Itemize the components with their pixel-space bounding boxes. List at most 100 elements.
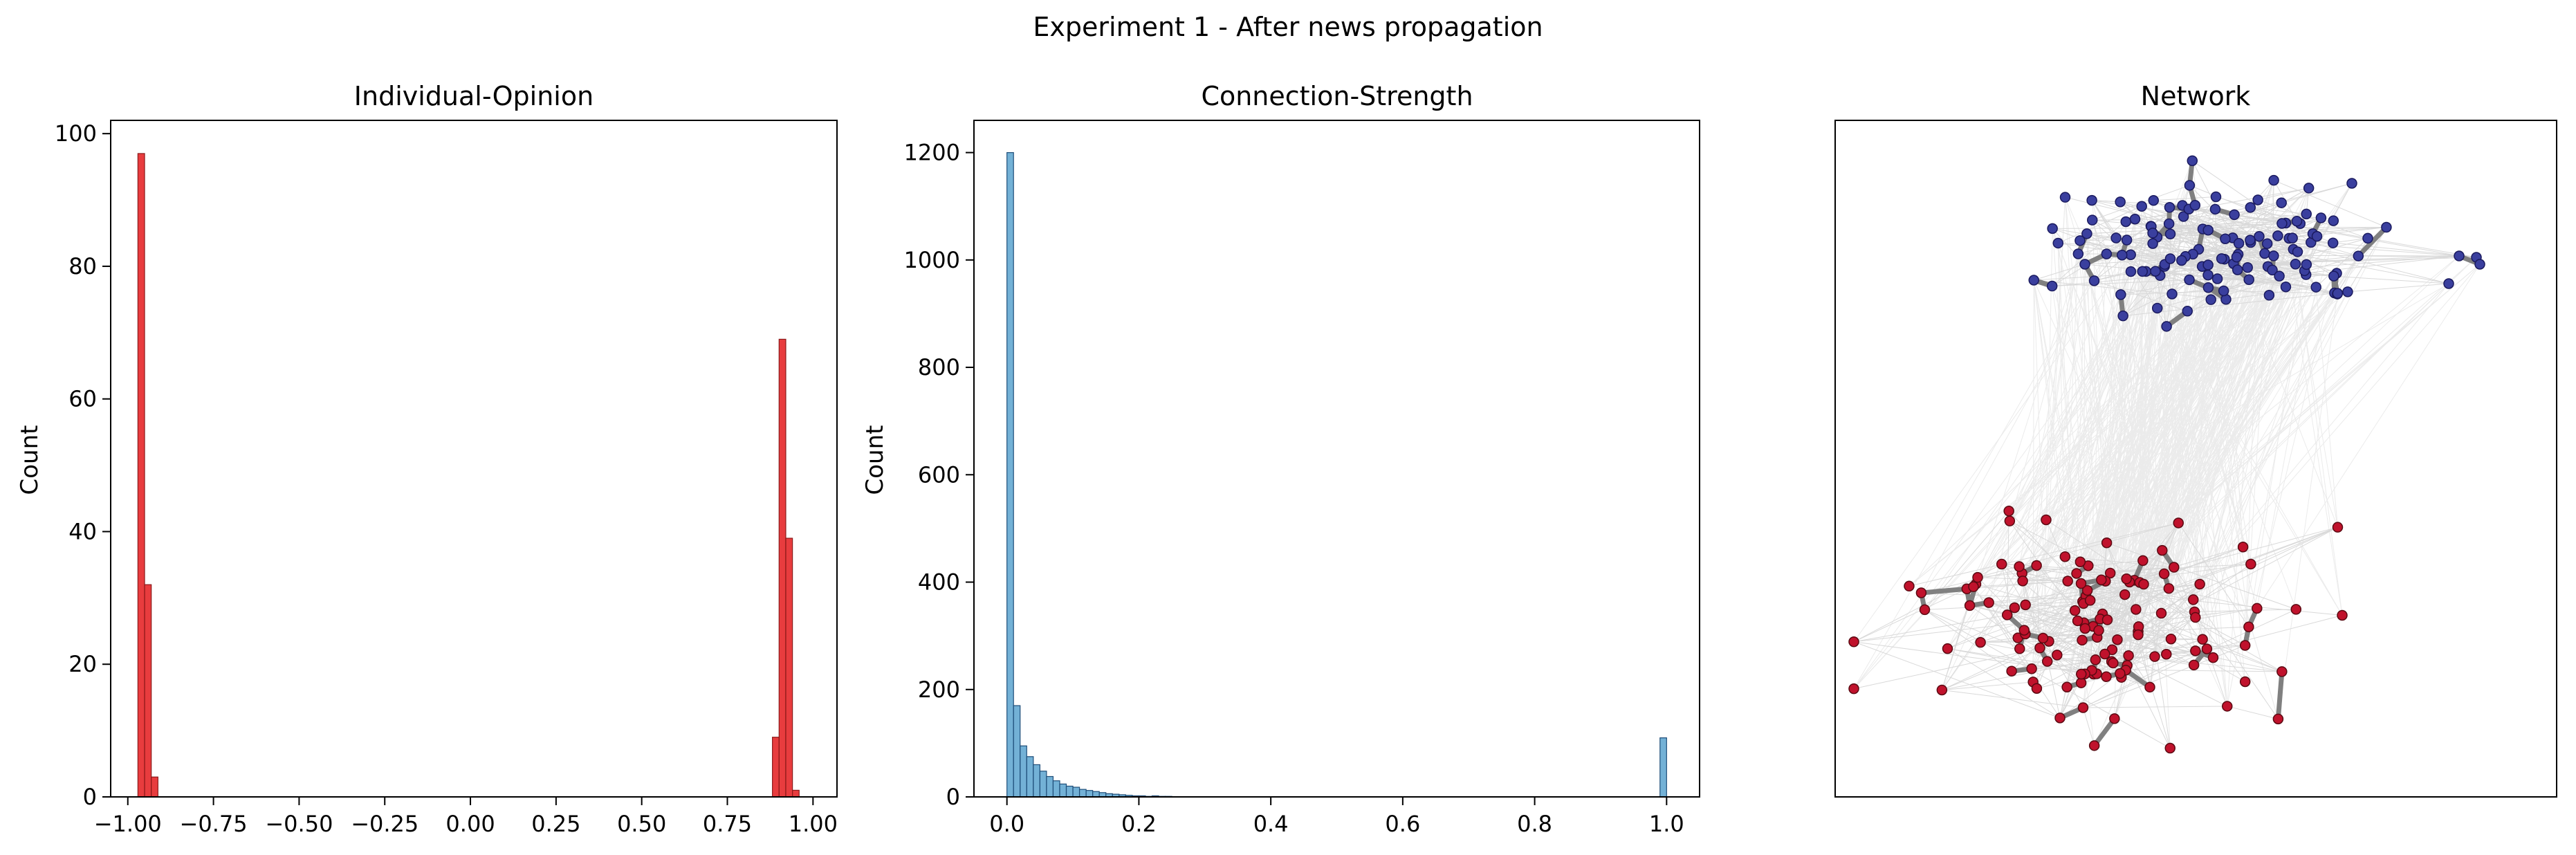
network-cross-edge: [2082, 286, 2286, 602]
network-node-bottom: [2061, 681, 2072, 693]
network-weak-edge: [2094, 280, 2188, 312]
network-weak-edge: [2009, 520, 2110, 573]
network-node-top: [2081, 228, 2092, 239]
network-weak-edge: [2048, 641, 2151, 688]
network-weak-edge: [2155, 271, 2167, 327]
p2-bar: [1072, 787, 1080, 798]
network-node-bottom: [2069, 605, 2081, 616]
network-cross-edge: [1947, 221, 2297, 649]
p1-y-tick-label: 60: [68, 386, 97, 412]
network-axes-frame: [1834, 120, 2557, 798]
network-node-bottom: [2084, 595, 2096, 606]
network-weak-edge: [2058, 205, 2142, 243]
network-cross-edge: [1853, 315, 2124, 689]
network-node-bottom: [2031, 683, 2043, 694]
network-node-bottom: [1919, 604, 1931, 616]
network-cross-edge: [1853, 253, 2107, 689]
network-node-top: [2129, 213, 2141, 225]
network-cross-edge: [2092, 223, 2283, 627]
network-node-top: [2176, 255, 2187, 266]
p2-y-tick-label: 0: [946, 784, 960, 810]
opinion-histogram-panel: Individual-Opinion Count −1.00 −0.75 −0.50…: [16, 81, 838, 837]
network-weak-edge: [2111, 645, 2245, 662]
network-node-top: [2310, 282, 2321, 293]
p1-x-tick-label: −0.50: [265, 811, 333, 837]
network-node-top: [2242, 261, 2253, 273]
network-node-bottom: [2088, 740, 2100, 751]
p1-bar: [144, 584, 152, 798]
network-node-top: [2047, 223, 2058, 235]
network-weak-edge: [2090, 573, 2164, 601]
network-node-bottom: [2034, 642, 2045, 654]
network-node-top: [2268, 250, 2279, 261]
network-node-top: [2052, 237, 2064, 249]
p2-y-tick-label: 200: [918, 677, 960, 703]
network-weak-edge: [2250, 526, 2338, 564]
network-weak-edge: [2347, 283, 2449, 293]
network-node-bottom: [1915, 587, 1927, 598]
network-node-top: [2216, 253, 2227, 264]
p1-x-tick-label: 0.75: [703, 811, 752, 837]
network-weak-edge: [2067, 580, 2283, 672]
network-node-top: [2303, 183, 2315, 194]
network-weak-edge: [2169, 526, 2338, 589]
network-node-bottom: [2337, 609, 2348, 621]
network-node-top: [2474, 259, 2485, 270]
network-node-bottom: [2197, 634, 2208, 645]
network-node-bottom: [2138, 578, 2149, 590]
network-node-top: [2233, 238, 2245, 249]
p2-bar: [1052, 780, 1060, 798]
network-weak-edge: [1853, 613, 2103, 643]
network-node-top: [2301, 208, 2312, 220]
opinion-histogram-bars: [137, 153, 800, 798]
network-cross-edge: [2043, 255, 2123, 638]
network-weak-edge: [1947, 648, 2061, 719]
network-node-bottom: [2109, 713, 2120, 724]
network-weak-edge: [2202, 266, 2306, 275]
network-strong-edge: [1918, 586, 1969, 596]
network-cross-edge: [2162, 255, 2359, 551]
strength-histogram-y-ticks: 0 200 400 600 800 1000 1200: [904, 140, 974, 810]
network-weak-edge: [1942, 689, 2083, 708]
network-node-top: [2229, 209, 2240, 221]
network-node-bottom: [1942, 643, 1953, 654]
network-weak-edge: [2250, 207, 2307, 214]
network-node-bottom: [2245, 558, 2256, 570]
network-cross-edge: [2139, 279, 2190, 583]
network-weak-edge: [1947, 583, 2081, 650]
network-strong-edge: [2355, 225, 2389, 259]
p1-x-tick-label: −1.00: [94, 811, 162, 837]
opinion-histogram-title: Individual-Opinion: [354, 81, 594, 111]
network-node-top: [2148, 194, 2160, 206]
network-node-bottom: [1968, 581, 1979, 592]
network-node-top: [2147, 228, 2158, 239]
network-cross-edge: [2193, 291, 2348, 600]
network-weak-edge: [2083, 550, 2163, 623]
network-weak-edge: [1977, 560, 2143, 578]
network-weak-edge: [1942, 659, 2096, 690]
network-cross-edge: [2065, 196, 2250, 627]
network-node-top: [2079, 259, 2090, 270]
network-node-top: [2121, 235, 2133, 246]
network-cross-edge: [2256, 264, 2481, 609]
network-node-bottom: [2161, 648, 2172, 660]
network-cross-edge: [2248, 270, 2306, 627]
network-node-bottom: [1848, 636, 1859, 647]
network-cross-edge: [1976, 237, 2293, 585]
network-weak-edge: [2112, 645, 2245, 650]
network-cross-edge: [2064, 223, 2301, 557]
network-strong-edge: [2092, 716, 2117, 748]
network-cross-edge: [2057, 243, 2066, 557]
network-node-bottom: [2072, 615, 2083, 627]
network-cross-edge: [2082, 264, 2481, 602]
network-cross-edge: [2102, 243, 2240, 614]
network-weak-edge: [1947, 648, 2086, 674]
network-node-top: [2245, 235, 2256, 246]
network-node-top: [2211, 273, 2223, 284]
p1-y-tick-label: 40: [68, 518, 97, 544]
network-cross-edge: [2033, 279, 2048, 662]
network-node-top: [2353, 250, 2364, 261]
network-cross-edge: [2083, 267, 2248, 604]
network-node-bottom: [2188, 594, 2199, 605]
network-weak-edge: [2052, 279, 2190, 287]
